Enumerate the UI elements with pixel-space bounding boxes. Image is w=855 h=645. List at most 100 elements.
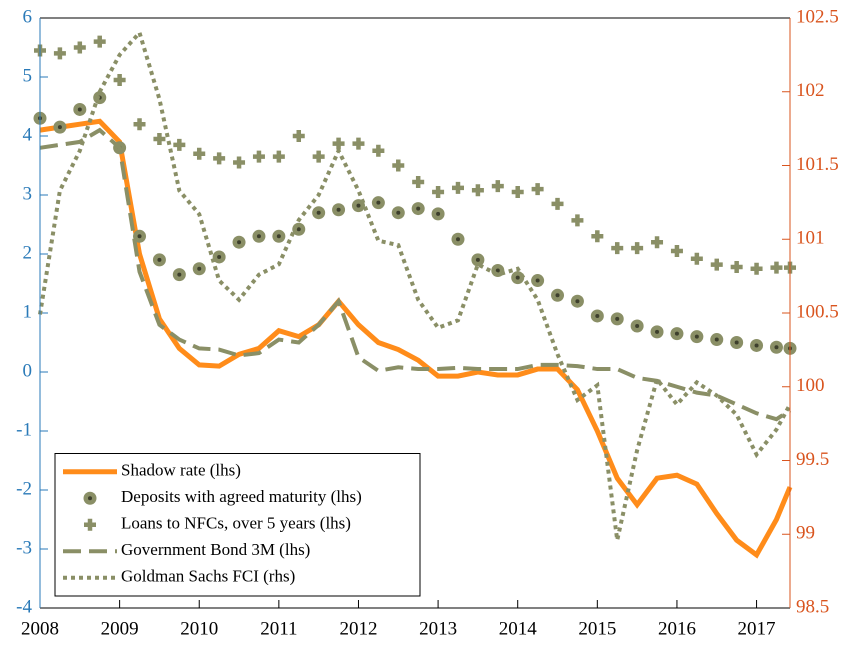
x-tick-label: 2016 — [658, 618, 696, 639]
plus-marker — [412, 176, 425, 189]
y-tick-label: -3 — [16, 537, 32, 558]
plus-marker — [471, 184, 484, 197]
marker-dot — [455, 237, 460, 242]
marker-dot — [356, 203, 361, 208]
marker-dot — [276, 234, 281, 239]
marker-dot — [754, 343, 759, 348]
plus-marker — [730, 260, 743, 273]
y-tick-label: -4 — [16, 596, 32, 617]
legend-marker — [83, 491, 97, 505]
circle-marker — [750, 338, 764, 352]
plus-marker — [153, 132, 166, 145]
legend-label: Government Bond 3M (lhs) — [121, 540, 310, 559]
marker-dot — [734, 340, 739, 345]
circle-marker — [431, 207, 445, 221]
marker-dot — [197, 266, 202, 271]
x-tick-label: 2012 — [339, 618, 377, 639]
plus-marker — [750, 262, 763, 275]
y2-tick-label: 100 — [796, 375, 825, 396]
marker-dot — [376, 200, 381, 205]
marker-dot — [694, 334, 699, 339]
marker-dot — [714, 337, 719, 342]
plus-marker — [531, 183, 544, 196]
plus-marker — [451, 181, 464, 194]
x-tick-label: 2015 — [578, 618, 616, 639]
circle-marker — [590, 309, 604, 323]
circle-marker — [610, 312, 624, 326]
plus-marker — [670, 245, 683, 258]
y2-tick-label: 99.5 — [796, 449, 829, 470]
circle-marker — [531, 274, 545, 288]
y2-tick-label: 99 — [796, 523, 815, 544]
marker-dot — [256, 234, 261, 239]
x-tick-label: 2009 — [101, 618, 139, 639]
plus-marker — [133, 118, 146, 131]
circle-marker — [551, 288, 565, 302]
plus-marker — [611, 242, 624, 255]
series-line — [38, 28, 792, 541]
y-tick-label: 6 — [23, 6, 33, 27]
marker-dot — [774, 345, 779, 350]
x-tick-label: 2017 — [738, 618, 776, 639]
marker-dot — [57, 125, 62, 130]
circle-marker — [391, 206, 405, 220]
y-tick-label: 0 — [23, 360, 33, 381]
plus-marker — [551, 197, 564, 210]
circle-marker — [212, 250, 226, 264]
marker-dot — [316, 210, 321, 215]
plus-marker — [710, 258, 723, 271]
circle-marker — [272, 229, 286, 243]
plus-marker — [491, 180, 504, 193]
marker-dot — [396, 210, 401, 215]
plus-marker — [432, 186, 445, 199]
marker-dot — [575, 299, 580, 304]
circle-marker — [371, 196, 385, 210]
marker-dot — [296, 227, 301, 232]
legend-label: Goldman Sachs FCI (rhs) — [121, 567, 295, 586]
plus-marker — [213, 152, 226, 165]
circle-marker — [312, 206, 326, 220]
x-tick-label: 2010 — [180, 618, 218, 639]
plus-marker — [591, 230, 604, 243]
plus-marker — [113, 73, 126, 86]
circle-marker — [471, 253, 485, 267]
y2-tick-label: 101 — [796, 228, 825, 249]
circle-marker — [73, 102, 87, 116]
y2-tick-label: 102.5 — [796, 6, 839, 27]
legend-marker — [84, 518, 96, 531]
marker-dot — [416, 206, 421, 211]
circle-marker — [172, 268, 186, 282]
marker-dot — [555, 293, 560, 298]
y-tick-label: 1 — [23, 301, 33, 322]
circle-marker — [730, 336, 744, 349]
plus-marker — [233, 156, 246, 169]
plus-marker — [571, 214, 584, 227]
marker-dot — [436, 211, 441, 216]
y2-tick-label: 100.5 — [796, 301, 839, 322]
marker-dot — [77, 107, 82, 112]
plus-marker — [53, 47, 66, 60]
circle-marker — [670, 327, 684, 341]
marker-dot — [635, 323, 640, 328]
series-line — [39, 127, 792, 422]
plus-marker — [193, 147, 206, 160]
marker-dot — [237, 240, 242, 245]
y-tick-label: 4 — [23, 124, 33, 145]
circle-marker — [451, 232, 465, 246]
plus-marker — [352, 137, 365, 150]
x-tick-label: 2008 — [21, 618, 59, 639]
plus-marker — [173, 138, 186, 151]
plus-marker — [292, 130, 305, 142]
y2-tick-label: 101.5 — [796, 154, 839, 175]
plus-marker — [392, 159, 405, 172]
circle-marker — [232, 235, 246, 249]
legend-label: Deposits with agreed maturity (lhs) — [121, 487, 362, 506]
marker-dot — [157, 257, 162, 262]
marker-dot — [674, 331, 679, 336]
marker-dot — [137, 234, 142, 239]
plus-marker — [272, 150, 285, 163]
legend-label: Shadow rate (lhs) — [121, 461, 241, 480]
marker-dot — [535, 278, 540, 283]
plus-marker — [73, 41, 86, 54]
